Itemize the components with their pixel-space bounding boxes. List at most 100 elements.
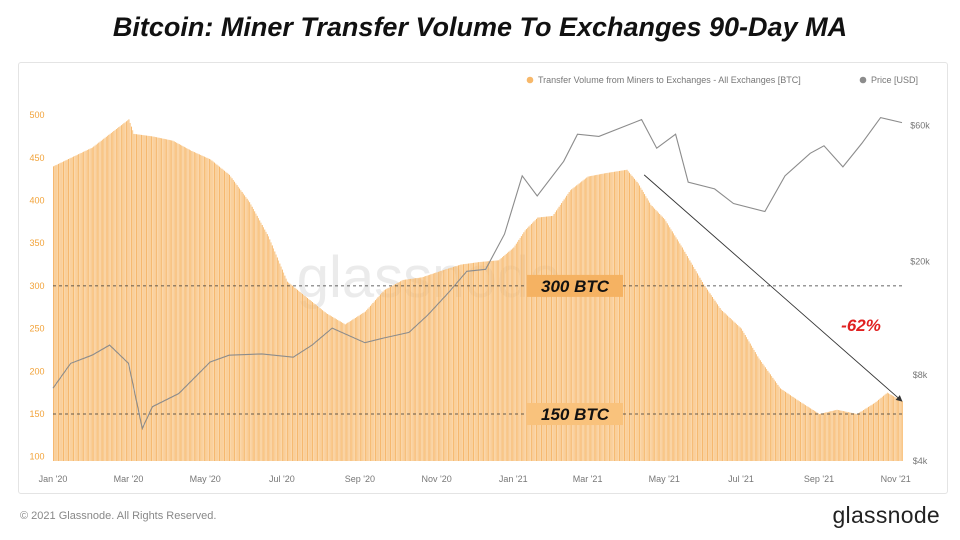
volume-bar [446,268,448,461]
volume-bar [268,236,269,461]
volume-bar [117,128,119,461]
volume-bar [772,377,774,461]
volume-bar [115,129,117,461]
volume-bar [752,347,754,461]
ref-label-bg [527,274,623,297]
volume-bar [210,159,212,461]
volume-bar [509,250,511,461]
volume-bar [494,260,496,461]
volume-bar [590,176,591,461]
volume-bar [175,142,176,461]
volume-bar [113,130,115,461]
volume-bar [485,261,487,461]
volume-bar [139,134,141,461]
volume-bar [167,139,169,461]
volume-bar [342,322,344,461]
volume-bar [816,412,818,461]
volume-bar [299,291,301,461]
volume-bar [507,252,508,461]
volume-bar [563,199,565,461]
volume-bar [76,154,78,461]
volume-bar [695,271,697,461]
volume-bar [454,266,456,461]
volume-bar [432,273,434,461]
volume-bar [197,153,199,462]
volume-bar [105,136,107,462]
volume-bar [876,400,878,461]
volume-bar [97,143,98,461]
volume-bar [429,274,430,461]
volume-bar [481,261,483,461]
volume-bar [435,272,437,461]
volume-bar [182,146,184,462]
volume-bar [138,134,140,461]
volume-bar [875,401,877,461]
volume-bar [675,237,677,461]
volume-bar [743,332,745,461]
volume-bar [371,304,373,461]
y-axis-right: $4k $8k $20k $60k [910,121,930,466]
volume-bar [806,405,808,461]
volume-bar [270,242,272,461]
volume-bar [656,211,658,461]
volume-bar [606,172,608,461]
volume-bar [793,397,795,461]
volume-bar [895,397,897,461]
volume-bar [737,325,739,461]
volume-bar [802,403,804,461]
volume-bar [286,281,288,461]
volume-bar [504,254,506,461]
volume-bar [744,335,746,461]
volume-bar [136,134,137,461]
volume-bar [729,318,731,461]
volume-bar [717,304,719,461]
volume-bar [561,203,563,461]
volume-bar [861,410,863,461]
volume-bar [727,315,729,461]
volume-bar [597,174,599,461]
volume-bar [319,308,321,461]
volume-bar [168,139,170,461]
volume-bar [251,206,253,461]
volume-bar [191,150,193,461]
volume-bar [364,311,366,461]
volume-bar [330,316,332,461]
x-tick-label: Sep '21 [804,474,834,484]
volume-bar [225,171,227,462]
volume-bar [515,243,517,461]
volume-bar [702,282,703,461]
volume-bar [198,154,200,461]
volume-bar [660,215,662,461]
volume-bar [240,190,242,461]
volume-bar [81,152,83,462]
volume-bar [781,389,783,461]
volume-bar [865,408,867,461]
volume-bar [327,313,329,461]
volume-bar [616,171,618,461]
volume-bar [671,231,673,461]
volume-bar [147,135,149,461]
volume-bar [817,413,819,461]
volume-bar [89,148,91,461]
volume-bar [885,393,887,461]
volume-bar [547,216,549,461]
volume-bar [69,158,71,461]
volume-bar [619,170,620,461]
volume-bar [103,138,105,461]
volume-bar [237,186,239,461]
volume-bar [244,195,246,461]
volume-bar [712,297,713,461]
volume-bar [132,130,134,461]
ref-label-150: 150 BTC [541,405,610,424]
volume-bar [469,263,471,461]
volume-bar [645,196,647,461]
volume-bar [644,194,646,461]
volume-bar [632,177,634,461]
volume-bar [830,411,832,461]
volume-bar [734,322,736,461]
volume-bar [141,134,142,461]
volume-bar [356,317,358,461]
volume-bar [217,165,219,461]
volume-bar [73,156,75,461]
volume-bar [835,410,837,461]
